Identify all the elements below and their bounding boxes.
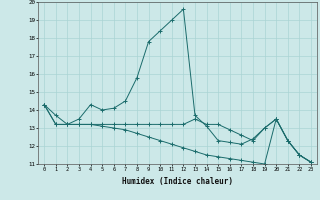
X-axis label: Humidex (Indice chaleur): Humidex (Indice chaleur) <box>122 177 233 186</box>
